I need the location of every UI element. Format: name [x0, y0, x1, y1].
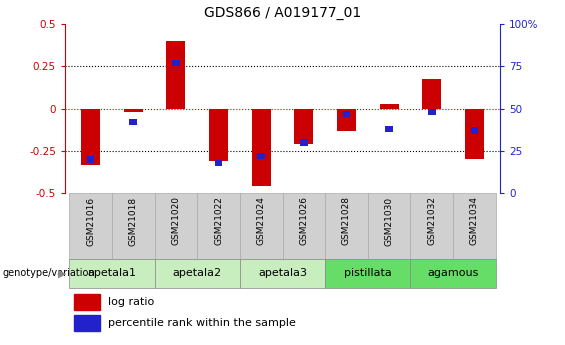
Bar — [428, 109, 436, 115]
Bar — [294, 109, 314, 144]
Bar — [129, 119, 137, 126]
Text: GSM21016: GSM21016 — [86, 196, 95, 246]
Bar — [251, 109, 271, 186]
Bar — [172, 60, 180, 66]
Bar — [87, 156, 94, 162]
Text: percentile rank within the sample: percentile rank within the sample — [108, 318, 297, 328]
Text: genotype/variation: genotype/variation — [3, 268, 95, 278]
FancyBboxPatch shape — [240, 259, 325, 288]
Bar — [166, 41, 185, 109]
Text: GSM21024: GSM21024 — [257, 196, 266, 245]
Bar — [422, 79, 441, 109]
Text: GSM21020: GSM21020 — [171, 196, 180, 246]
Text: log ratio: log ratio — [108, 297, 155, 307]
Text: GSM21030: GSM21030 — [385, 196, 394, 246]
FancyBboxPatch shape — [410, 193, 453, 259]
Bar — [342, 110, 350, 117]
Bar — [337, 109, 356, 131]
Text: agamous: agamous — [427, 268, 479, 278]
Title: GDS866 / A019177_01: GDS866 / A019177_01 — [204, 6, 361, 20]
Bar — [73, 315, 100, 331]
Bar — [215, 159, 223, 166]
FancyBboxPatch shape — [282, 193, 325, 259]
Bar — [471, 127, 478, 134]
Text: pistillata: pistillata — [344, 268, 392, 278]
Bar — [124, 109, 143, 112]
Bar — [465, 109, 484, 159]
Text: apetala2: apetala2 — [173, 268, 221, 278]
FancyBboxPatch shape — [69, 259, 155, 288]
FancyBboxPatch shape — [240, 193, 282, 259]
Text: GSM21026: GSM21026 — [299, 196, 308, 246]
Text: GSM21032: GSM21032 — [427, 196, 436, 246]
Bar — [209, 109, 228, 161]
FancyBboxPatch shape — [325, 193, 368, 259]
Bar — [73, 294, 100, 310]
FancyBboxPatch shape — [155, 193, 197, 259]
Bar — [81, 109, 100, 165]
FancyBboxPatch shape — [155, 259, 240, 288]
Text: apetala3: apetala3 — [258, 268, 307, 278]
FancyBboxPatch shape — [325, 259, 410, 288]
FancyBboxPatch shape — [410, 259, 496, 288]
Text: apetala1: apetala1 — [88, 268, 136, 278]
FancyBboxPatch shape — [112, 193, 155, 259]
Text: GSM21022: GSM21022 — [214, 196, 223, 245]
FancyBboxPatch shape — [197, 193, 240, 259]
Text: ▶: ▶ — [58, 268, 67, 278]
Text: GSM21018: GSM21018 — [129, 196, 138, 246]
Text: GSM21034: GSM21034 — [470, 196, 479, 246]
FancyBboxPatch shape — [453, 193, 496, 259]
Bar — [385, 126, 393, 132]
FancyBboxPatch shape — [368, 193, 410, 259]
Bar — [257, 153, 265, 159]
Text: GSM21028: GSM21028 — [342, 196, 351, 246]
FancyBboxPatch shape — [69, 193, 112, 259]
Bar — [300, 139, 308, 146]
Bar — [380, 105, 399, 109]
